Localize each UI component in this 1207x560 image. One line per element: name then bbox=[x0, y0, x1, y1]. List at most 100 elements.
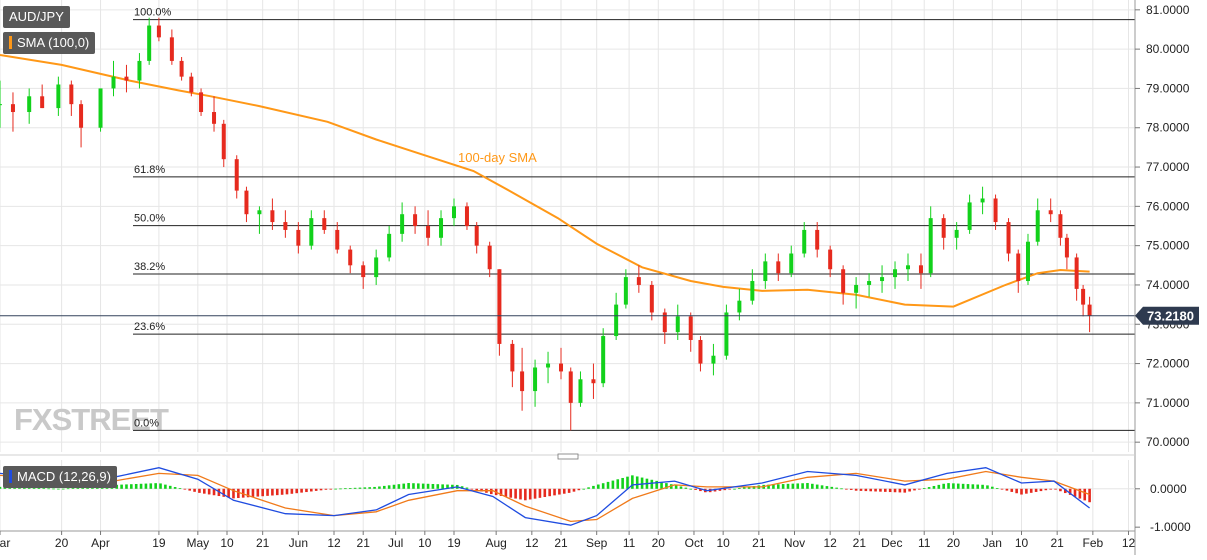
candle-body bbox=[737, 300, 742, 313]
macd-histogram-bar bbox=[679, 486, 683, 489]
candle-body bbox=[546, 363, 551, 368]
macd-histogram-bar bbox=[431, 483, 435, 489]
macd-histogram-bar bbox=[261, 488, 264, 497]
y-tick-label: 74.0000 bbox=[1146, 278, 1190, 292]
current-price-label: 73.2180 bbox=[1147, 309, 1194, 324]
macd-histogram-bar bbox=[874, 488, 877, 492]
macd-histogram-bar bbox=[631, 475, 634, 489]
x-tick-label: Feb bbox=[1082, 536, 1103, 550]
sma-legend[interactable]: SMA (100,0) bbox=[3, 32, 96, 54]
candle-body bbox=[688, 316, 693, 340]
macd-histogram-bar bbox=[986, 485, 989, 489]
candle-body bbox=[750, 281, 755, 301]
macd-histogram-bar bbox=[1078, 488, 1082, 499]
macd-histogram-bar bbox=[922, 488, 926, 489]
current-price-tag: 73.2180 bbox=[1135, 306, 1199, 325]
candle-body bbox=[1016, 253, 1021, 282]
candle-body bbox=[649, 284, 654, 313]
macd-histogram-bar bbox=[845, 488, 848, 490]
candle-body bbox=[474, 226, 479, 246]
candle-body bbox=[1006, 222, 1011, 254]
macd-legend-label: MACD (12,26,9) bbox=[17, 469, 111, 484]
macd-histogram-bar bbox=[718, 488, 722, 491]
macd-histogram-bar bbox=[553, 488, 556, 496]
sma-legend-label: SMA (100,0) bbox=[17, 35, 90, 50]
macd-histogram-bar bbox=[932, 485, 936, 489]
candle-body bbox=[906, 265, 910, 270]
macd-histogram-bar bbox=[130, 484, 133, 489]
macd-histogram-bar bbox=[149, 483, 153, 489]
macd-histogram-bar bbox=[660, 481, 663, 489]
candle-body bbox=[568, 371, 573, 403]
x-tick-label: Jul bbox=[388, 536, 403, 550]
macd-histogram-bar bbox=[188, 488, 192, 491]
sma-annotation: 100-day SMA bbox=[458, 150, 537, 165]
macd-histogram-bar bbox=[840, 488, 843, 490]
macd-histogram-bar bbox=[212, 488, 216, 496]
macd-histogram-bar bbox=[966, 484, 970, 489]
candle-body bbox=[941, 218, 946, 238]
macd-histogram-bar bbox=[290, 488, 294, 494]
macd-y-tick-label: 0.0000 bbox=[1150, 482, 1187, 496]
macd-histogram-bar bbox=[601, 483, 605, 489]
macd-histogram-bar bbox=[918, 488, 921, 490]
candle-body bbox=[1025, 241, 1030, 282]
macd-histogram-bar bbox=[952, 483, 955, 489]
macd-histogram-bar bbox=[747, 486, 751, 489]
candle-body bbox=[815, 229, 820, 250]
macd-histogram-bar bbox=[825, 486, 829, 489]
macd-histogram-bar bbox=[417, 483, 420, 489]
macd-histogram-bar bbox=[1063, 488, 1067, 494]
macd-histogram-bar bbox=[1000, 488, 1004, 490]
macd-histogram-bar bbox=[241, 488, 245, 498]
candle-body bbox=[79, 104, 84, 128]
candle-body bbox=[270, 210, 275, 223]
macd-histogram-bar bbox=[849, 488, 853, 490]
candle-body bbox=[1058, 214, 1063, 238]
candle-body bbox=[533, 367, 538, 392]
x-tick-label: Oct bbox=[685, 536, 704, 550]
macd-histogram-bar bbox=[23, 487, 26, 489]
macd-histogram-bar bbox=[854, 488, 858, 491]
candle-body bbox=[1087, 304, 1092, 316]
macd-histogram-bar bbox=[37, 488, 41, 489]
x-tick-label: 12 bbox=[823, 536, 837, 550]
candle-body bbox=[1064, 237, 1069, 258]
macd-histogram-bar bbox=[815, 484, 819, 489]
fib-label: 50.0% bbox=[134, 213, 165, 225]
macd-histogram-bar bbox=[339, 488, 342, 490]
macd-histogram-bar bbox=[489, 488, 493, 495]
candle-body bbox=[348, 249, 353, 266]
macd-histogram-bar bbox=[548, 488, 551, 497]
macd-histogram-bar bbox=[159, 483, 162, 489]
symbol-label[interactable]: AUD/JPY bbox=[3, 6, 70, 28]
macd-histogram-bar bbox=[947, 483, 950, 489]
macd-histogram-bar bbox=[368, 487, 371, 489]
candle-body bbox=[439, 218, 444, 238]
candle-body bbox=[322, 218, 327, 230]
macd-legend[interactable]: MACD (12,26,9) bbox=[3, 466, 117, 488]
candle-body bbox=[698, 339, 703, 364]
macd-histogram-bar bbox=[976, 484, 980, 489]
macd-histogram-bar bbox=[509, 488, 513, 498]
macd-histogram-bar bbox=[674, 485, 678, 489]
x-tick-label: Mar bbox=[0, 536, 10, 550]
macd-histogram-bar bbox=[0, 486, 2, 489]
x-tick-label: 21 bbox=[357, 536, 371, 550]
x-tick-label: 19 bbox=[152, 536, 166, 550]
y-tick-label: 78.0000 bbox=[1146, 121, 1190, 135]
y-tick-label: 81.0000 bbox=[1146, 3, 1190, 17]
candle-body bbox=[763, 261, 768, 282]
macd-histogram-bar bbox=[689, 488, 693, 490]
macd-histogram-bar bbox=[397, 484, 401, 489]
candle-body bbox=[10, 104, 15, 113]
y-tick-label: 70.0000 bbox=[1146, 435, 1190, 449]
candle-body bbox=[221, 123, 226, 160]
macd-histogram-bar bbox=[888, 488, 892, 493]
candle-body bbox=[413, 214, 418, 226]
x-tick-label: May bbox=[186, 536, 209, 550]
x-tick-label: 11 bbox=[623, 536, 636, 550]
x-tick-label: 11 bbox=[918, 536, 931, 550]
fib-label: 38.2% bbox=[134, 261, 165, 273]
macd-histogram-bar bbox=[363, 487, 367, 489]
